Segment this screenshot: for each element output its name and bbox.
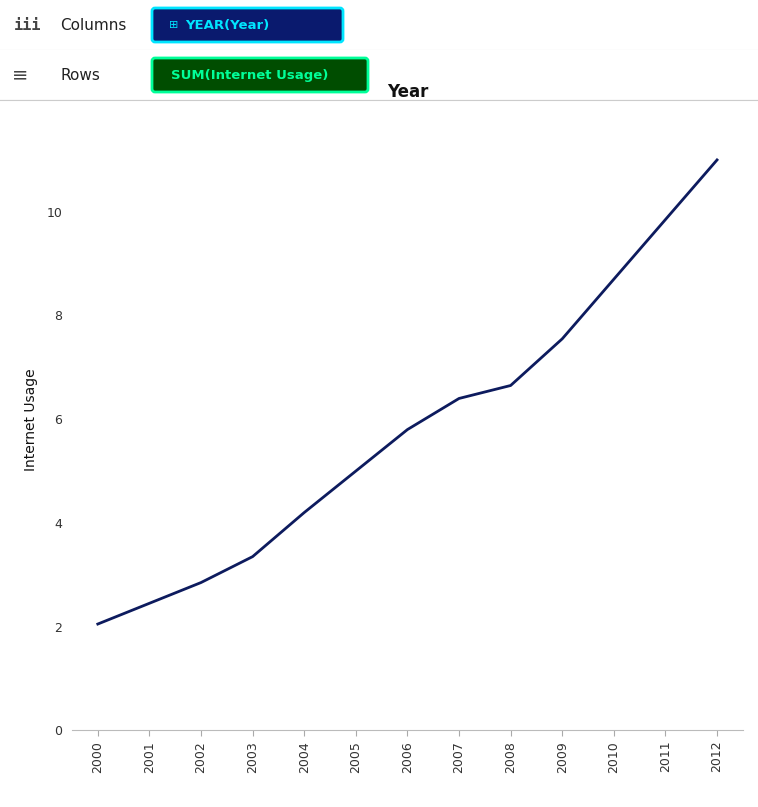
Text: ⊞: ⊞	[169, 20, 178, 30]
Text: iii: iii	[14, 18, 42, 32]
FancyBboxPatch shape	[152, 58, 368, 92]
Text: SUM(Internet Usage): SUM(Internet Usage)	[171, 69, 328, 82]
Text: Rows: Rows	[60, 68, 100, 82]
Text: ≡: ≡	[12, 65, 28, 85]
Text: Columns: Columns	[60, 18, 127, 32]
FancyBboxPatch shape	[152, 8, 343, 42]
Text: YEAR(Year): YEAR(Year)	[185, 19, 269, 31]
Title: Year: Year	[387, 83, 428, 101]
Y-axis label: Internet Usage: Internet Usage	[24, 368, 38, 470]
